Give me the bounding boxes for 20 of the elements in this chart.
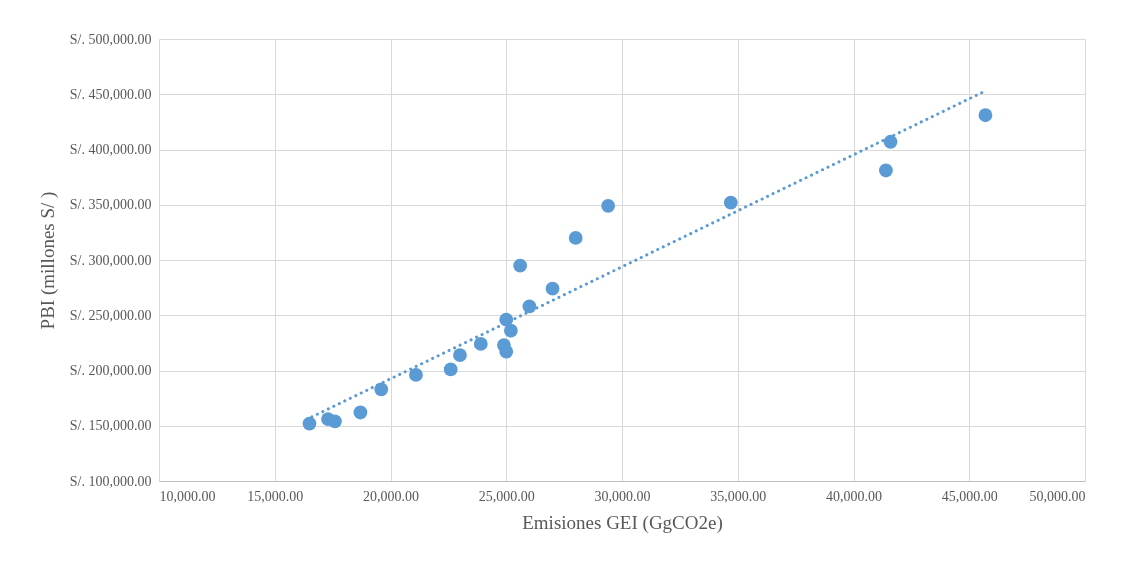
y-tick-label: S/. 200,000.00 — [69, 363, 152, 378]
x-tick-label: 45,000.00 — [941, 488, 998, 504]
x-tick-label: 25,000.00 — [478, 488, 535, 504]
y-tick-label: S/. 150,000.00 — [69, 418, 152, 434]
y-axis-title: PBI (millones S/ ) — [36, 191, 59, 330]
x-tick-label: 20,000.00 — [363, 488, 419, 504]
y-tick-label: S/. 300,000.00 — [69, 252, 152, 268]
y-tick-label: S/. 400,000.00 — [69, 142, 152, 157]
y-tick-label: S/. 100,000.00 — [69, 473, 152, 489]
x-tick-label: 35,000.00 — [710, 488, 767, 504]
x-axis-title: Emisiones GEI (GgCO2e) — [522, 511, 723, 534]
x-tick-label: 40,000.00 — [826, 488, 882, 504]
x-tick-label: 50,000.00 — [1029, 488, 1086, 504]
x-tick-label: 10,000.00 — [159, 488, 216, 504]
y-tick-label: S/. 500,000.00 — [69, 31, 152, 47]
y-tick-label: S/. 350,000.00 — [69, 197, 152, 213]
x-tick-label: 30,000.00 — [594, 488, 651, 504]
x-tick-label: 15,000.00 — [247, 488, 304, 504]
y-tick-label: S/. 450,000.00 — [69, 86, 152, 102]
y-tick-label: S/. 250,000.00 — [69, 307, 152, 323]
